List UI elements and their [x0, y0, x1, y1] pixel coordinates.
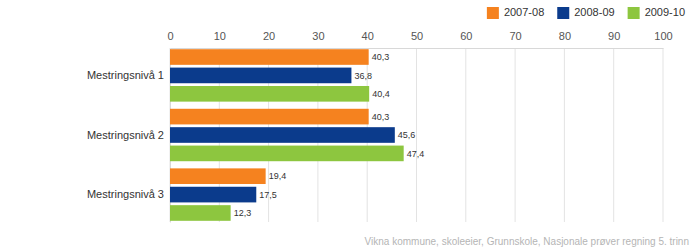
bar — [170, 68, 351, 84]
bar — [170, 205, 231, 221]
legend-label: 2007-08 — [504, 6, 544, 18]
category-label: Mestringsnivå 2 — [87, 129, 164, 141]
annotation: Vikna kommune, skoleeier, Grunnskole, Na… — [365, 236, 689, 247]
legend-swatch — [628, 7, 640, 19]
data-label: 17,5 — [259, 190, 277, 200]
legend-item: 2007-08 — [487, 6, 544, 19]
data-label: 40,3 — [372, 112, 390, 122]
data-label: 40,3 — [372, 52, 390, 62]
bar — [170, 109, 369, 125]
bar — [170, 86, 369, 102]
grid-line — [663, 48, 664, 222]
tick-label: 40 — [362, 30, 374, 42]
tick: Mestringsnivå 1 — [87, 69, 170, 81]
tick: 60 — [460, 30, 472, 48]
grid-line — [416, 48, 417, 222]
legend-item: 2008-09 — [557, 6, 614, 19]
tick-label: 90 — [608, 30, 620, 42]
tick-label: 0 — [167, 30, 173, 42]
data-label: 45,6 — [398, 130, 416, 140]
grid-line — [613, 48, 614, 222]
bar — [170, 49, 369, 65]
grid-line — [515, 48, 516, 222]
y-axis: Mestringsnivå 1 Mestringsnivå 2 Mestringsn… — [87, 49, 171, 223]
tick: 80 — [559, 30, 571, 48]
tick-label: 60 — [460, 30, 472, 42]
tick-label: 100 — [654, 30, 672, 42]
bar — [170, 127, 395, 143]
tick: 50 — [411, 30, 423, 48]
legend-label: 2009-10 — [645, 6, 685, 18]
tick-label: 70 — [509, 30, 521, 42]
data-label: 19,4 — [269, 171, 287, 181]
legend-item: 2009-10 — [628, 6, 685, 19]
tick: 10 — [214, 30, 226, 48]
x-axis: 0 10 20 30 40 50 60 70 80 90 100 — [167, 30, 672, 49]
category-label: Mestringsnivå 3 — [87, 188, 164, 200]
grid-line — [564, 48, 565, 222]
legend: 2009-10 2008-09 2007-08 — [487, 6, 685, 19]
tick-label: 50 — [411, 30, 423, 42]
data-label: 12,3 — [234, 208, 252, 218]
bars — [170, 49, 404, 221]
tick-label: 80 — [559, 30, 571, 42]
tick: 20 — [263, 30, 275, 48]
tick: 40 — [362, 30, 374, 48]
tick: 30 — [312, 30, 324, 48]
tick: 100 — [654, 30, 672, 48]
bar — [170, 146, 404, 162]
data-labels: 40,3 40,3 19,4 36,8 45,6 17,5 40,4 47,4 12,3 — [234, 52, 425, 218]
tick-label: 20 — [263, 30, 275, 42]
legend-swatch — [557, 7, 569, 19]
legend-label: 2008-09 — [574, 6, 614, 18]
tick-label: 30 — [312, 30, 324, 42]
bar — [170, 168, 266, 184]
grid-line — [465, 48, 466, 222]
tick: 90 — [608, 30, 620, 48]
legend-swatch — [487, 7, 499, 19]
grid — [170, 48, 663, 222]
tick: Mestringsnivå 2 — [87, 129, 170, 141]
tick: 70 — [509, 30, 521, 48]
category-label: Mestringsnivå 1 — [87, 69, 164, 81]
axis-line — [171, 48, 664, 49]
bar — [170, 187, 256, 203]
tick-label: 10 — [214, 30, 226, 42]
tick: Mestringsnivå 3 — [87, 188, 170, 200]
data-label: 47,4 — [407, 149, 425, 159]
data-label: 40,4 — [372, 89, 390, 99]
chart: 0102030405060708090100Mestringsnivå 1Mes… — [0, 0, 695, 250]
tick: 0 — [167, 30, 173, 48]
data-label: 36,8 — [354, 71, 372, 81]
